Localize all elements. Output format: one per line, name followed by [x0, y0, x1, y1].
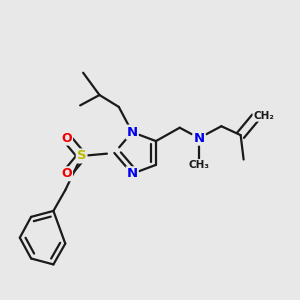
Text: O: O: [61, 167, 72, 180]
Text: N: N: [127, 167, 138, 180]
Text: CH₃: CH₃: [188, 160, 209, 170]
Text: S: S: [77, 149, 86, 162]
Text: CH₂: CH₂: [254, 111, 274, 121]
Text: O: O: [61, 132, 72, 145]
Text: N: N: [194, 132, 205, 145]
Text: N: N: [127, 126, 138, 139]
